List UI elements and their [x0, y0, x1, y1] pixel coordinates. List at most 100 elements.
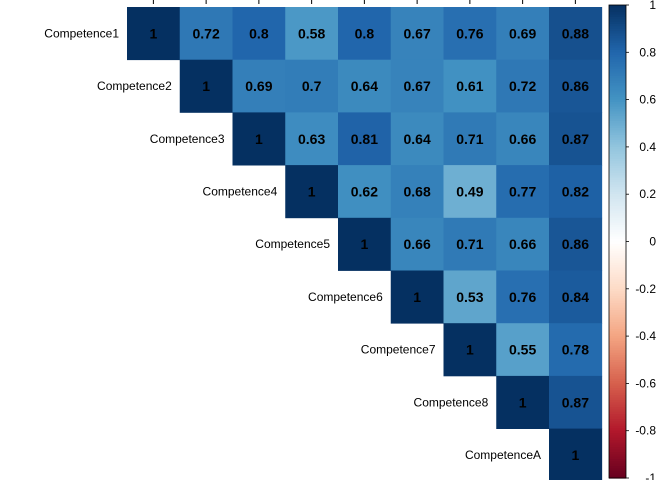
legend-color-segment — [609, 97, 626, 101]
cell-value-Competence3-Competence5: 0.81 — [351, 131, 378, 147]
cell-Competence6-Competence7 — [443, 270, 497, 324]
legend-color-segment — [609, 66, 626, 70]
cell-Competence3-Competence5 — [338, 112, 392, 166]
legend-color-segment — [609, 371, 626, 375]
row-label-Competence1: Competence1 — [44, 26, 119, 40]
legend-tick-label: -0.8 — [635, 424, 656, 438]
legend-color-segment — [609, 459, 626, 463]
legend-color-segment — [609, 26, 626, 30]
legend-color-segment — [609, 139, 626, 143]
cell-value-Competence3-Competence8: 0.66 — [509, 131, 536, 147]
legend-color-segment — [609, 19, 626, 23]
legend-color-segment — [609, 87, 626, 91]
legend-color-segment — [609, 248, 626, 252]
legend-color-segment — [609, 331, 626, 335]
cell-value-Competence8-CompetenceA: 0.87 — [562, 394, 589, 410]
legend-color-segment — [609, 142, 626, 146]
cell-Competence3-Competence4 — [285, 112, 339, 166]
legend-color-segment — [609, 288, 626, 292]
cell-value-Competence3-Competence4: 0.63 — [298, 131, 325, 147]
cell-Competence1-Competence4 — [285, 7, 339, 61]
legend-color-segment — [609, 293, 626, 297]
cell-Competence4-Competence5 — [338, 165, 392, 219]
legend-color-segment — [609, 68, 626, 72]
cell-Competence2-CompetenceA — [549, 59, 603, 113]
legend-color-segment — [609, 14, 626, 18]
legend-color-segment — [609, 127, 626, 131]
cell-Competence7-CompetenceA — [549, 323, 603, 377]
legend-color-segment — [609, 279, 626, 283]
legend-color-segment — [609, 475, 626, 479]
cell-value-Competence2-Competence3: 0.69 — [245, 78, 272, 94]
legend-color-segment — [609, 402, 626, 406]
cell-value-Competence4-Competence6: 0.68 — [404, 183, 431, 199]
legend-color-segment — [609, 45, 626, 49]
legend-tick-label: -0.4 — [635, 329, 656, 343]
cell-Competence5-Competence6 — [390, 217, 444, 271]
legend-color-segment — [609, 281, 626, 285]
legend-color-segment — [609, 135, 626, 139]
legend-color-segment — [609, 184, 626, 188]
cell-value-Competence1-Competence3: 0.8 — [249, 25, 269, 41]
legend-tick-label: 0.6 — [639, 93, 656, 107]
legend-color-segment — [609, 253, 626, 257]
cell-value-Competence2-Competence2: 1 — [202, 78, 210, 94]
legend-color-segment — [609, 423, 626, 427]
legend-color-segment — [609, 7, 626, 11]
legend-color-segment — [609, 5, 626, 8]
legend-color-segment — [609, 73, 626, 77]
legend-color-segment — [609, 338, 626, 342]
legend-color-segment — [609, 350, 626, 354]
cell-value-Competence4-Competence4: 1 — [308, 183, 316, 199]
legend-color-segment — [609, 33, 626, 37]
legend-color-segment — [609, 47, 626, 51]
cell-Competence1-Competence7 — [443, 7, 497, 61]
legend-color-segment — [609, 276, 626, 280]
cell-value-Competence4-Competence7: 0.49 — [456, 183, 483, 199]
row-label-Competence5: Competence5 — [255, 237, 330, 251]
cell-Competence1-Competence8 — [496, 7, 550, 61]
legend-color-segment — [609, 106, 626, 110]
legend-color-segment — [609, 345, 626, 349]
legend-color-segment — [609, 234, 626, 238]
legend-color-segment — [609, 158, 626, 162]
cell-value-Competence1-Competence2: 0.72 — [193, 25, 220, 41]
legend-color-segment — [609, 329, 626, 332]
legend-color-segment — [609, 101, 626, 105]
cell-Competence1-Competence2 — [179, 7, 233, 61]
legend-color-segment — [609, 149, 626, 153]
legend-color-segment — [609, 85, 626, 89]
legend-color-segment — [609, 49, 626, 53]
legend-color-segment — [609, 265, 626, 269]
legend-color-segment — [609, 118, 626, 122]
cell-Competence8-Competence8 — [496, 375, 550, 429]
legend-color-segment — [609, 463, 626, 467]
cell-value-Competence6-Competence6: 1 — [413, 289, 421, 305]
cell-Competence5-Competence7 — [443, 217, 497, 271]
cell-Competence1-CompetenceA — [549, 7, 603, 61]
legend-color-segment — [609, 274, 626, 278]
cell-CompetenceA-CompetenceA — [549, 428, 603, 480]
legend-color-segment — [609, 298, 626, 302]
legend-color-segment — [609, 246, 626, 250]
legend-color-segment — [609, 75, 626, 79]
cell-value-Competence7-Competence7: 1 — [466, 342, 474, 358]
legend-color-segment — [609, 425, 626, 429]
heatmap-cells: 1 0.72 0.8 0.58 0.8 0.67 0.76 0.69 0.88 1 0.69 0.7 0… — [127, 7, 603, 480]
legend-color-segment — [609, 466, 626, 470]
cell-Competence4-Competence4 — [285, 165, 339, 219]
cell-Competence5-CompetenceA — [549, 217, 603, 271]
legend-color-segment — [609, 232, 626, 236]
legend-color-segment — [609, 428, 626, 432]
legend-color-segment — [609, 224, 626, 228]
legend-color-segment — [609, 220, 626, 224]
cell-Competence1-Competence3 — [232, 7, 286, 61]
legend-color-segment — [609, 461, 626, 465]
legend-color-segment — [609, 390, 626, 394]
cell-Competence3-CompetenceA — [549, 112, 603, 166]
row-label-Competence6: Competence6 — [308, 290, 383, 304]
cell-Competence1-Competence1 — [127, 7, 181, 61]
cell-Competence4-Competence6 — [390, 165, 444, 219]
cell-value-Competence3-Competence7: 0.71 — [456, 131, 483, 147]
cell-Competence2-Competence3 — [232, 59, 286, 113]
